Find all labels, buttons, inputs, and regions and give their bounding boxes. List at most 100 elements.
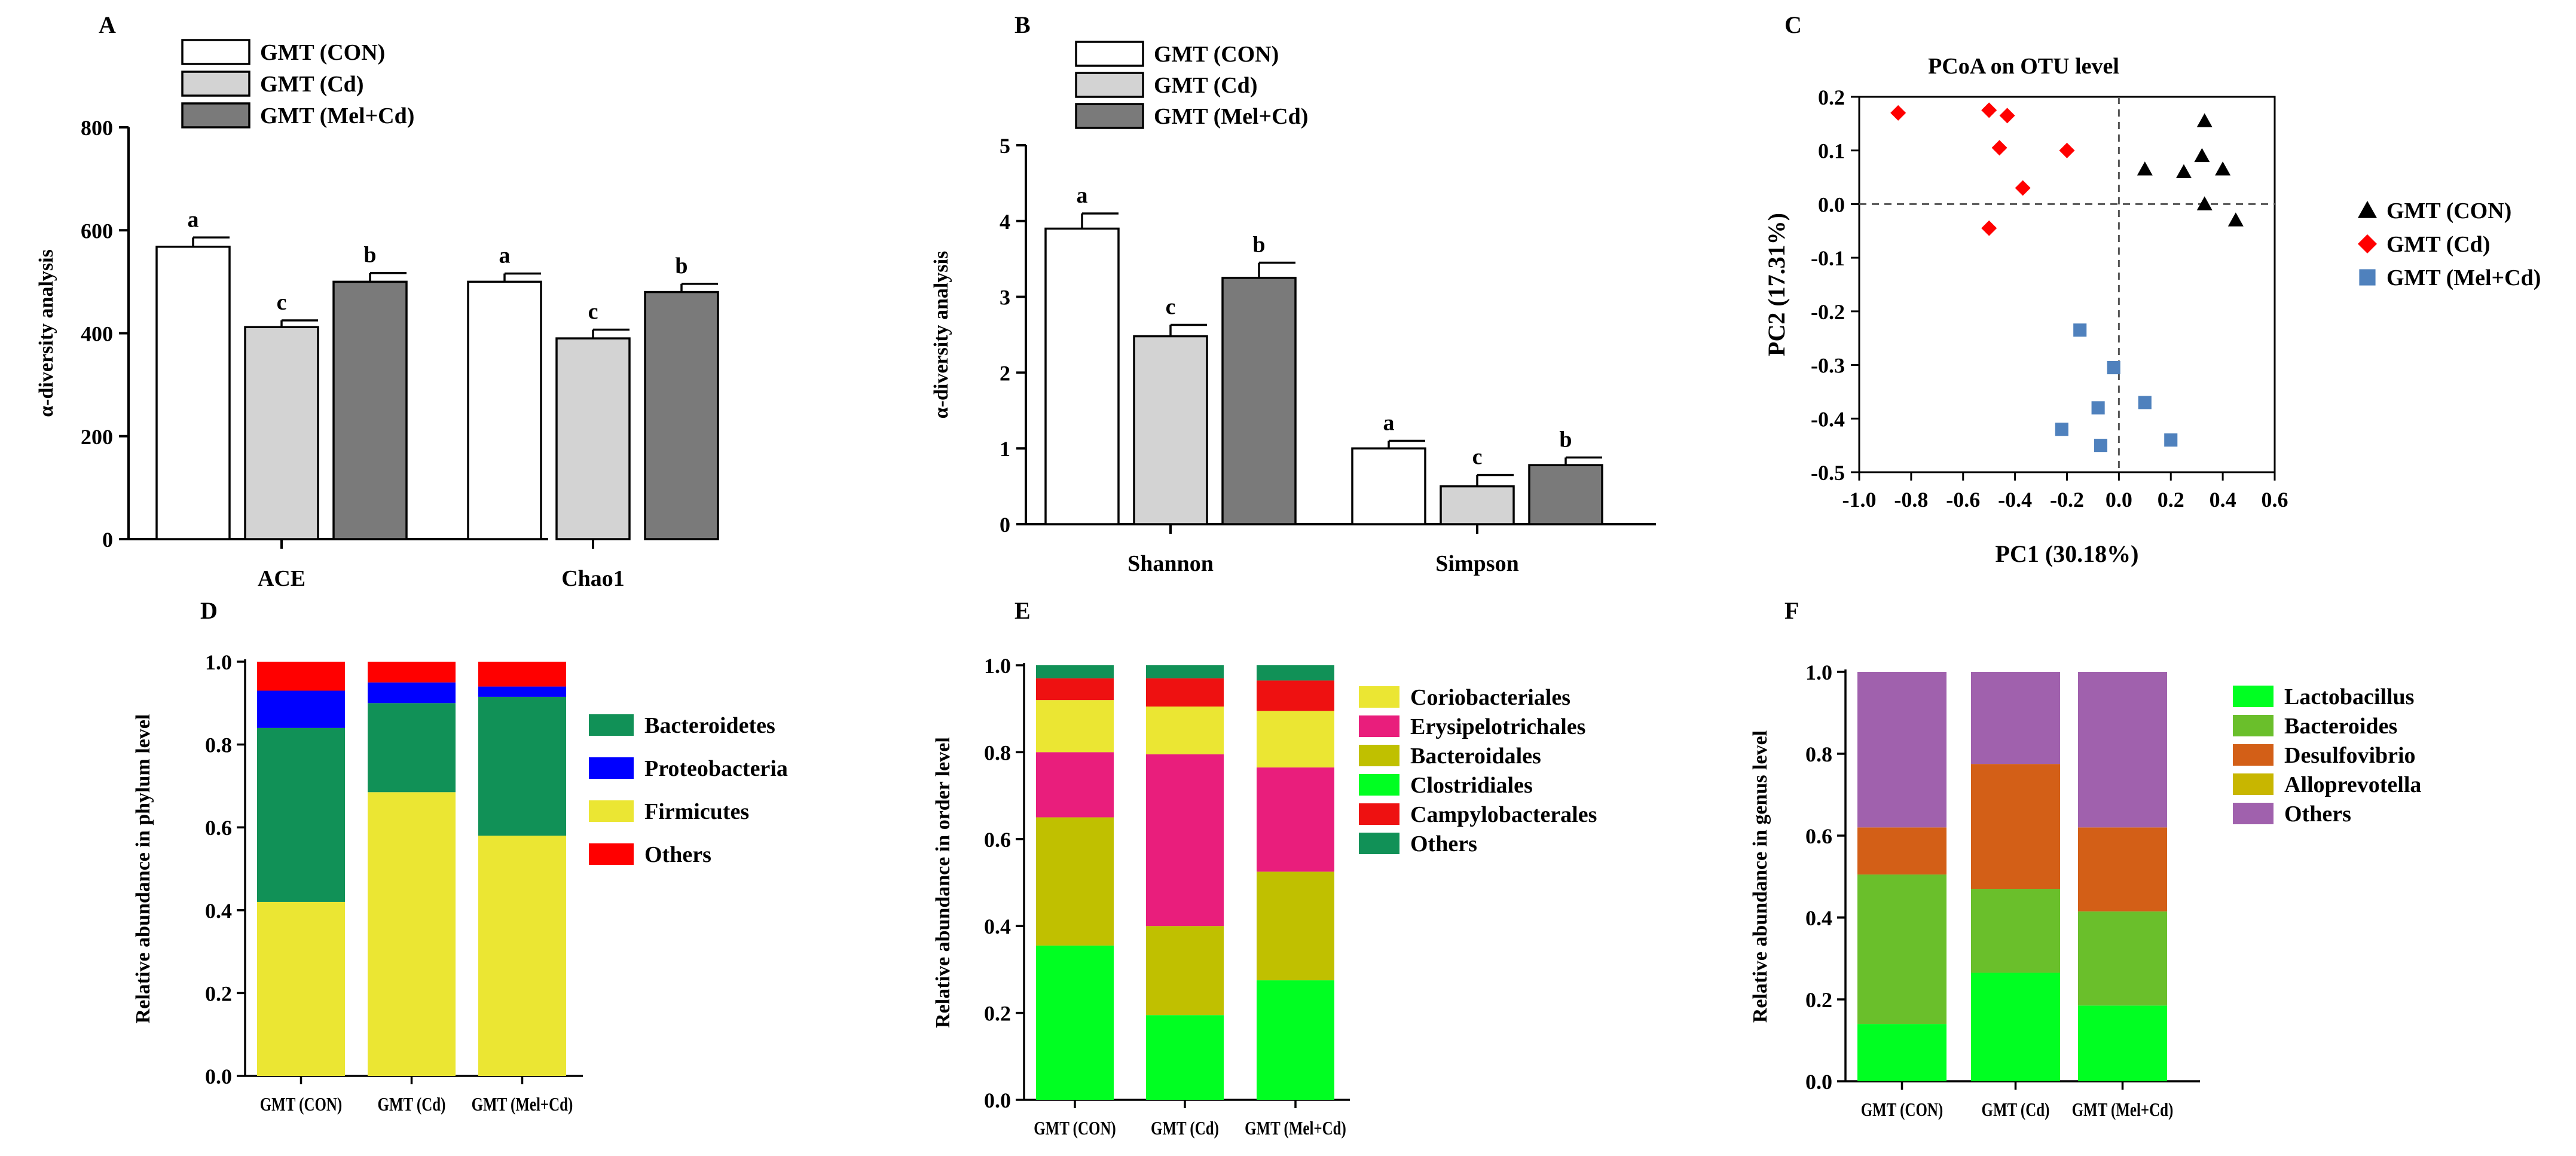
x-tick-label: 0.6 <box>2262 488 2288 512</box>
segment-gmt-mel-cd-bacteroides <box>2078 911 2167 1006</box>
x-tick-label-gmt-con: GMT (CON) <box>1861 1099 1943 1121</box>
sig-letter-ace-gmt-cd: c <box>277 290 287 315</box>
legend-marker-gmt-mel-cd <box>2359 269 2376 286</box>
panel-d-marks <box>257 662 566 1076</box>
y-tick-label: 0.6 <box>984 828 1011 852</box>
segment-gmt-cd-firmicutes <box>368 792 456 1076</box>
bar-chao1-gmt-con <box>467 280 542 540</box>
x-tick-label-gmt-mel-cd: GMT (Mel+Cd) <box>2072 1099 2174 1121</box>
legend-label-gmt-cd: GMT (Cd) <box>2386 232 2490 257</box>
segment-gmt-mel-cd-proteobacteria <box>478 686 566 697</box>
legend-marker-gmt-cd <box>2358 234 2377 253</box>
segment-gmt-cd-lactobacillus <box>1971 972 2060 1081</box>
bar-shannon-gmt-mel-cd <box>1221 277 1297 525</box>
bar-ace-gmt-mel-cd <box>332 280 408 540</box>
segment-gmt-cd-proteobacteria <box>368 682 456 704</box>
y-tick-label: 0.8 <box>205 733 232 757</box>
point-gmt-mel-cd-5 <box>2055 423 2068 436</box>
panel-c-title: PCoA on OTU level <box>1928 54 2119 79</box>
point-gmt-con-2 <box>2137 161 2153 176</box>
segment-gmt-mel-cd-desulfovibrio <box>2078 827 2167 912</box>
legend-swatch-others <box>589 843 634 865</box>
panel-b-legend: GMT (CON) GMT (Cd) GMT (Mel+Cd) <box>1075 41 1308 129</box>
panel-f-label: F <box>1784 597 1799 624</box>
segment-gmt-mel-cd-clostridiales <box>1257 980 1334 1100</box>
y-tick-label: 0.4 <box>205 899 232 923</box>
panel-f: F 0.0 0.2 0.4 0.6 0.8 1.0 Relative abundance i… <box>1749 597 2421 1121</box>
y-axis-label: α-diversity analysis <box>35 249 57 417</box>
panel-b-axes: 0 1 2 3 4 5 α-diversity analysis Shannon Simpson <box>930 134 1656 576</box>
y-tick-label: 0.2 <box>984 1002 1011 1026</box>
legend-swatch-bacteroidetes <box>589 714 634 736</box>
segment-gmt-cd-desulfovibrio <box>1971 764 2060 889</box>
y-tick-label: 0.0 <box>1805 1070 1832 1094</box>
point-gmt-cd-7 <box>1981 220 1997 236</box>
legend-label-alloprevotella: Alloprevotella <box>2284 772 2421 797</box>
x-axis-label: PC1 (30.18%) <box>1996 540 2139 567</box>
point-gmt-mel-cd-3 <box>2091 401 2105 415</box>
segment-gmt-cd-others <box>1971 672 2060 764</box>
point-gmt-mel-cd-6 <box>2094 439 2108 452</box>
y-tick-label: 0.1 <box>1818 139 1845 163</box>
legend-label-clostridiales: Clostridiales <box>1410 773 1533 798</box>
legend-swatch-gmt-cd <box>1075 72 1144 98</box>
sig-letter-simpson-gmt-mel-cd: b <box>1559 427 1572 452</box>
y-axis-label: α-diversity analysis <box>930 251 952 419</box>
legend-swatch-lactobacillus <box>2233 686 2274 707</box>
segment-gmt-con-others <box>1036 665 1114 678</box>
point-gmt-mel-cd-4 <box>2138 396 2152 409</box>
point-gmt-con-4 <box>2175 164 2192 178</box>
legend-swatch-clostridiales <box>1359 774 1399 796</box>
x-tick-label: -1.0 <box>1842 488 1877 512</box>
x-tick-label-gmt-mel-cd: GMT (Mel+Cd) <box>472 1094 573 1115</box>
y-tick-label: 1 <box>1000 437 1010 461</box>
point-gmt-cd-3 <box>1999 108 2015 124</box>
bar-simpson-gmt-cd <box>1440 485 1515 525</box>
bar-simpson-gmt-con <box>1351 447 1426 525</box>
bar-chao1-gmt-mel-cd <box>644 290 719 540</box>
legend-label-coriobacteriales: Coriobacteriales <box>1410 685 1570 710</box>
y-tick-label: 800 <box>81 116 113 140</box>
x-tick-label-gmt-cd: GMT (Cd) <box>1151 1118 1219 1139</box>
point-gmt-con-6 <box>2196 196 2213 210</box>
segment-gmt-con-firmicutes <box>257 901 345 1076</box>
legend-label-lactobacillus: Lactobacillus <box>2284 684 2414 709</box>
y-tick-label: -0.3 <box>1811 354 1845 378</box>
panel-d-legend: Bacteroidetes Proteobacteria Firmicutes Oth… <box>589 713 788 867</box>
segment-gmt-con-bacteroidales <box>1036 817 1114 946</box>
legend-swatch-proteobacteria <box>589 757 634 779</box>
x-tick-label-gmt-con: GMT (CON) <box>260 1094 342 1115</box>
legend-swatch-gmt-mel-cd <box>1075 103 1144 129</box>
panel-d-label: D <box>200 597 218 624</box>
segment-gmt-cd-others <box>368 662 456 683</box>
y-tick-label: 4 <box>1000 210 1010 234</box>
x-tick-label-shannon: Shannon <box>1127 551 1214 576</box>
panel-c-label: C <box>1784 11 1802 38</box>
x-tick-label-gmt-cd: GMT (Cd) <box>378 1094 446 1115</box>
segment-gmt-cd-bacteroides <box>1971 889 2060 973</box>
bar-shannon-gmt-cd <box>1133 335 1208 525</box>
sig-letter-shannon-gmt-cd: c <box>1166 295 1176 320</box>
y-tick-label: 0.0 <box>1818 192 1845 216</box>
y-tick-label: -0.1 <box>1811 246 1845 270</box>
legend-marker-gmt-con <box>2358 201 2377 218</box>
point-gmt-cd-1 <box>1890 105 1906 121</box>
segment-gmt-con-bacteroidetes <box>257 727 345 902</box>
point-gmt-con-3 <box>2194 148 2210 163</box>
segment-gmt-mel-cd-others <box>2078 672 2167 828</box>
legend-label-bacteroidales: Bacteroidales <box>1410 744 1541 769</box>
sig-letter-shannon-gmt-con: a <box>1077 183 1088 208</box>
x-tick-label: 0.0 <box>2106 488 2132 512</box>
panel-c-axes: -1.0 -0.8 -0.6 -0.4 -0.2 0.0 0.2 0.4 0.6 0.2 0.1 0.… <box>1763 85 2288 567</box>
panel-a-axes: 0 200 400 600 800 α-diversity analysis ACE Chao… <box>35 116 625 591</box>
x-tick-label-gmt-cd: GMT (Cd) <box>1982 1099 2050 1121</box>
legend-label-gmt-con: GMT (CON) <box>2386 198 2511 224</box>
x-tick-label: -0.8 <box>1894 488 1928 512</box>
panel-c-legend: GMT (CON) GMT (Cd) GMT (Mel+Cd) <box>2358 198 2541 290</box>
panel-c-marks <box>1890 102 2244 452</box>
segment-gmt-mel-cd-campylobacterales <box>1257 680 1334 711</box>
sig-letter-shannon-gmt-mel-cd: b <box>1252 233 1265 258</box>
y-tick-label: -0.4 <box>1811 407 1845 431</box>
point-gmt-con-1 <box>2196 113 2213 127</box>
legend-label-proteobacteria: Proteobacteria <box>644 756 788 781</box>
